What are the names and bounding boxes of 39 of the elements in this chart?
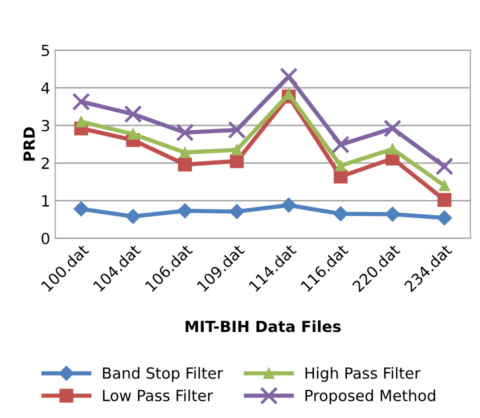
legend-label: Band Stop Filter (103, 367, 224, 382)
point (438, 192, 452, 207)
point (177, 203, 193, 218)
point (229, 204, 244, 220)
point (125, 208, 141, 224)
point (333, 206, 348, 222)
point (280, 67, 298, 86)
y-tick-label: 3 (42, 120, 50, 132)
x-axis-title: MIT-BIH Data Files (186, 320, 341, 332)
point (127, 128, 139, 140)
point (436, 210, 452, 226)
point (435, 157, 454, 176)
point (230, 154, 244, 168)
point (231, 144, 242, 156)
point (281, 198, 296, 213)
point (72, 92, 90, 111)
point (438, 180, 450, 192)
y-tick-label: 0 (42, 232, 50, 244)
y-tick-label: 2 (42, 157, 49, 169)
y-tick-label: 4 (41, 82, 50, 94)
point (334, 170, 348, 184)
point (179, 146, 191, 158)
point (76, 116, 87, 128)
point (178, 158, 192, 172)
y-axis-title: PRD (24, 127, 35, 161)
point (335, 160, 346, 172)
y-tick-label: 1 (42, 195, 49, 206)
point (228, 120, 246, 139)
point (124, 105, 142, 124)
point (74, 201, 89, 216)
y-tick-label: 5 (42, 44, 50, 56)
legend-label: Low Pass Filter (103, 389, 213, 402)
point (384, 206, 400, 222)
point (176, 124, 194, 142)
point (386, 144, 398, 155)
point (384, 119, 402, 138)
legend-label: High Pass Filter (306, 367, 420, 382)
legend-label: Proposed Method (306, 389, 436, 404)
point (332, 136, 350, 154)
